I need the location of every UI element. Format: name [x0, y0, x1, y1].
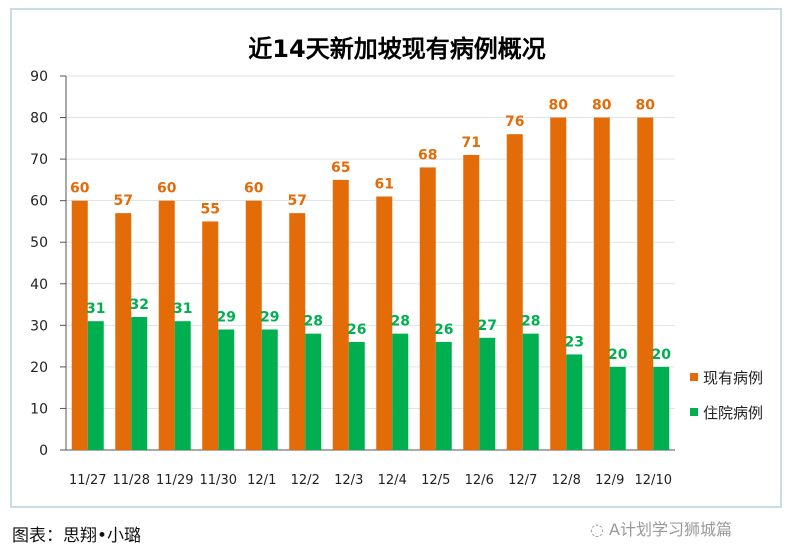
x-tick-label: 12/9: [595, 473, 624, 488]
y-tick-label: 60: [30, 194, 48, 210]
x-tick-label: 12/7: [508, 473, 537, 488]
data-label: 60: [244, 181, 264, 197]
y-tick-label: 0: [39, 443, 48, 459]
bar-active: [158, 200, 175, 450]
x-tick-label: 12/4: [378, 473, 407, 488]
data-label: 28: [304, 314, 323, 330]
bar-active: [637, 117, 654, 451]
x-tick-label: 11/30: [200, 473, 237, 488]
bar-hospitalized: [435, 341, 452, 450]
bar-hospitalized: [566, 354, 583, 450]
bar-active: [289, 213, 306, 450]
bar-hospitalized: [174, 321, 191, 450]
watermark-text: A计划学习狮城篇: [609, 520, 732, 539]
wechat-icon: ◌: [590, 520, 610, 539]
data-label: 27: [478, 318, 497, 334]
y-tick-label: 20: [30, 360, 48, 376]
data-label: 28: [391, 314, 410, 330]
data-label: 31: [86, 301, 105, 317]
y-tick-label: 80: [30, 111, 48, 127]
legend-swatch: [690, 408, 698, 416]
bar-hospitalized: [131, 317, 148, 450]
data-label: 80: [549, 98, 569, 114]
data-label: 26: [434, 322, 453, 338]
y-tick-label: 40: [30, 277, 48, 293]
chart-caption: 图表：思翔•小璐: [12, 526, 142, 546]
y-tick-label: 70: [30, 152, 48, 168]
bar-active: [463, 154, 480, 450]
bar-active: [593, 117, 610, 451]
bar-hospitalized: [87, 321, 104, 450]
data-label: 57: [114, 193, 133, 209]
x-tick-label: 11/29: [156, 473, 193, 488]
x-tick-label: 12/1: [247, 473, 276, 488]
data-label: 32: [130, 297, 149, 313]
data-label: 55: [201, 201, 220, 217]
data-label: 26: [347, 322, 366, 338]
data-label: 60: [157, 181, 177, 197]
bar-hospitalized: [348, 341, 365, 450]
y-tick-label: 50: [30, 235, 48, 251]
data-label: 29: [217, 309, 236, 325]
y-tick-label: 90: [30, 69, 48, 85]
bar-hospitalized: [305, 333, 322, 450]
bar-hospitalized: [653, 366, 670, 450]
bar-active: [419, 167, 436, 450]
x-tick-label: 12/3: [334, 473, 363, 488]
watermark: ◌ A计划学习狮城篇: [590, 516, 732, 540]
data-label: 68: [418, 147, 437, 163]
x-tick-label: 12/8: [552, 473, 581, 488]
bar-active: [71, 200, 88, 450]
legend-label: 现有病例: [703, 369, 763, 387]
bar-active: [506, 134, 523, 450]
bar-active: [550, 117, 567, 451]
data-label: 20: [608, 347, 628, 363]
x-tick-label: 11/27: [69, 473, 106, 488]
bar-hospitalized: [522, 333, 539, 450]
data-label: 65: [331, 160, 350, 176]
x-tick-label: 12/2: [291, 473, 320, 488]
data-label: 31: [173, 301, 192, 317]
bar-hospitalized: [261, 329, 278, 450]
bar-hospitalized: [218, 329, 235, 450]
data-label: 28: [521, 314, 540, 330]
bar-chart: 近14天新加坡现有病例概况 0 10 20 30 40 50 60 70 80 90 11/27 60 3…: [30, 35, 763, 488]
x-tick-label: 12/10: [635, 473, 672, 488]
bar-active: [332, 179, 349, 450]
bar-active: [376, 196, 393, 450]
data-label: 60: [70, 181, 90, 197]
data-label: 20: [652, 347, 672, 363]
data-label: 23: [565, 334, 584, 350]
x-tick-label: 11/28: [113, 473, 150, 488]
data-label: 57: [288, 193, 307, 209]
y-tick-label: 30: [30, 318, 48, 334]
legend-swatch: [690, 373, 698, 381]
data-label: 80: [636, 98, 656, 114]
chart-title: 近14天新加坡现有病例概况: [248, 35, 545, 63]
data-label: 71: [462, 135, 481, 151]
y-tick-label: 10: [30, 401, 48, 417]
x-tick-label: 12/5: [421, 473, 450, 488]
x-tick-label: 12/6: [465, 473, 494, 488]
data-label: 80: [592, 98, 612, 114]
bar-hospitalized: [609, 366, 626, 450]
data-label: 29: [260, 309, 279, 325]
bar-hospitalized: [392, 333, 409, 450]
bar-hospitalized: [479, 337, 496, 450]
bar-active: [202, 221, 219, 450]
data-label: 61: [375, 177, 394, 193]
legend-label: 住院病例: [703, 404, 763, 422]
data-label: 76: [505, 114, 524, 130]
bar-active: [115, 213, 132, 450]
bar-active: [245, 200, 262, 450]
